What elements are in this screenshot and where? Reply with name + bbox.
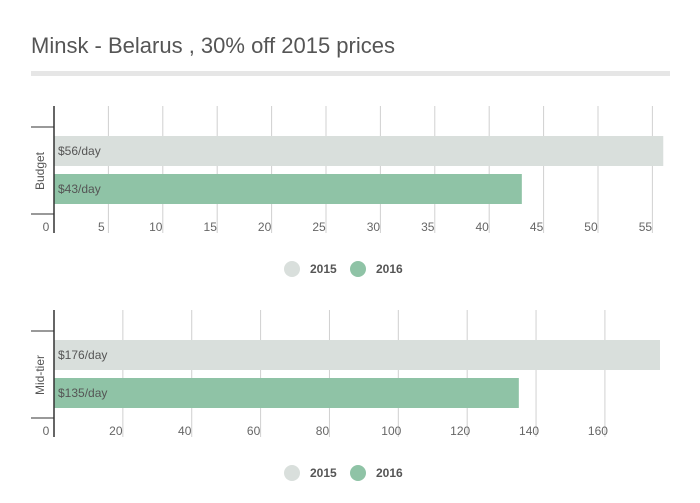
x-tick-label: 35 [421,220,435,234]
x-tick-label: 0 [43,220,50,234]
x-tick-label: 80 [316,424,330,438]
x-tick-label: 20 [109,424,123,438]
x-tick-label: 100 [381,424,401,438]
x-tick-label: 20 [258,220,272,234]
legend-label: 2016 [376,262,403,276]
x-tick-label: 60 [247,424,261,438]
category-label: Budget [33,151,47,190]
legend-swatch-2016 [350,465,366,481]
x-tick-label: 0 [43,424,50,438]
x-tick-label: 10 [149,220,163,234]
bar-data-label: $56/day [58,144,101,158]
bar-2016 [54,378,519,408]
legend-label: 2016 [376,466,403,480]
x-tick-label: 5 [98,220,105,234]
x-tick-label: 45 [530,220,544,234]
bar-2015 [54,340,660,370]
legend-swatch-2015 [284,465,300,481]
x-tick-label: 30 [367,220,381,234]
legend-swatch-2016 [350,261,366,277]
bar-data-label: $176/day [58,348,107,362]
x-tick-label: 140 [519,424,539,438]
x-tick-label: 40 [476,220,490,234]
bar-2015 [54,136,664,166]
title-divider [31,71,670,76]
x-tick-label: 40 [178,424,192,438]
category-label: Mid-tier [33,355,47,395]
x-tick-label: 50 [584,220,598,234]
legend-label: 2015 [310,466,337,480]
bar-data-label: $43/day [58,182,101,196]
x-tick-label: 160 [588,424,608,438]
legend-label: 2015 [310,262,337,276]
x-tick-label: 25 [312,220,326,234]
chart-title: Minsk - Belarus , 30% off 2015 prices [31,33,395,58]
x-tick-label: 55 [639,220,653,234]
x-tick-label: 120 [450,424,470,438]
bar-2016 [54,174,522,204]
budget-bar-chart: 0 5 10 15 20 25 30 35 40 45 50 55 $56/day $43/day Budg… [31,106,664,277]
mid-tier-bar-chart: 0 20 40 60 80 100 120 140 160 $176/day $135/day Mid… [31,310,660,481]
x-tick-label: 15 [204,220,218,234]
bar-data-label: $135/day [58,386,107,400]
legend-swatch-2015 [284,261,300,277]
